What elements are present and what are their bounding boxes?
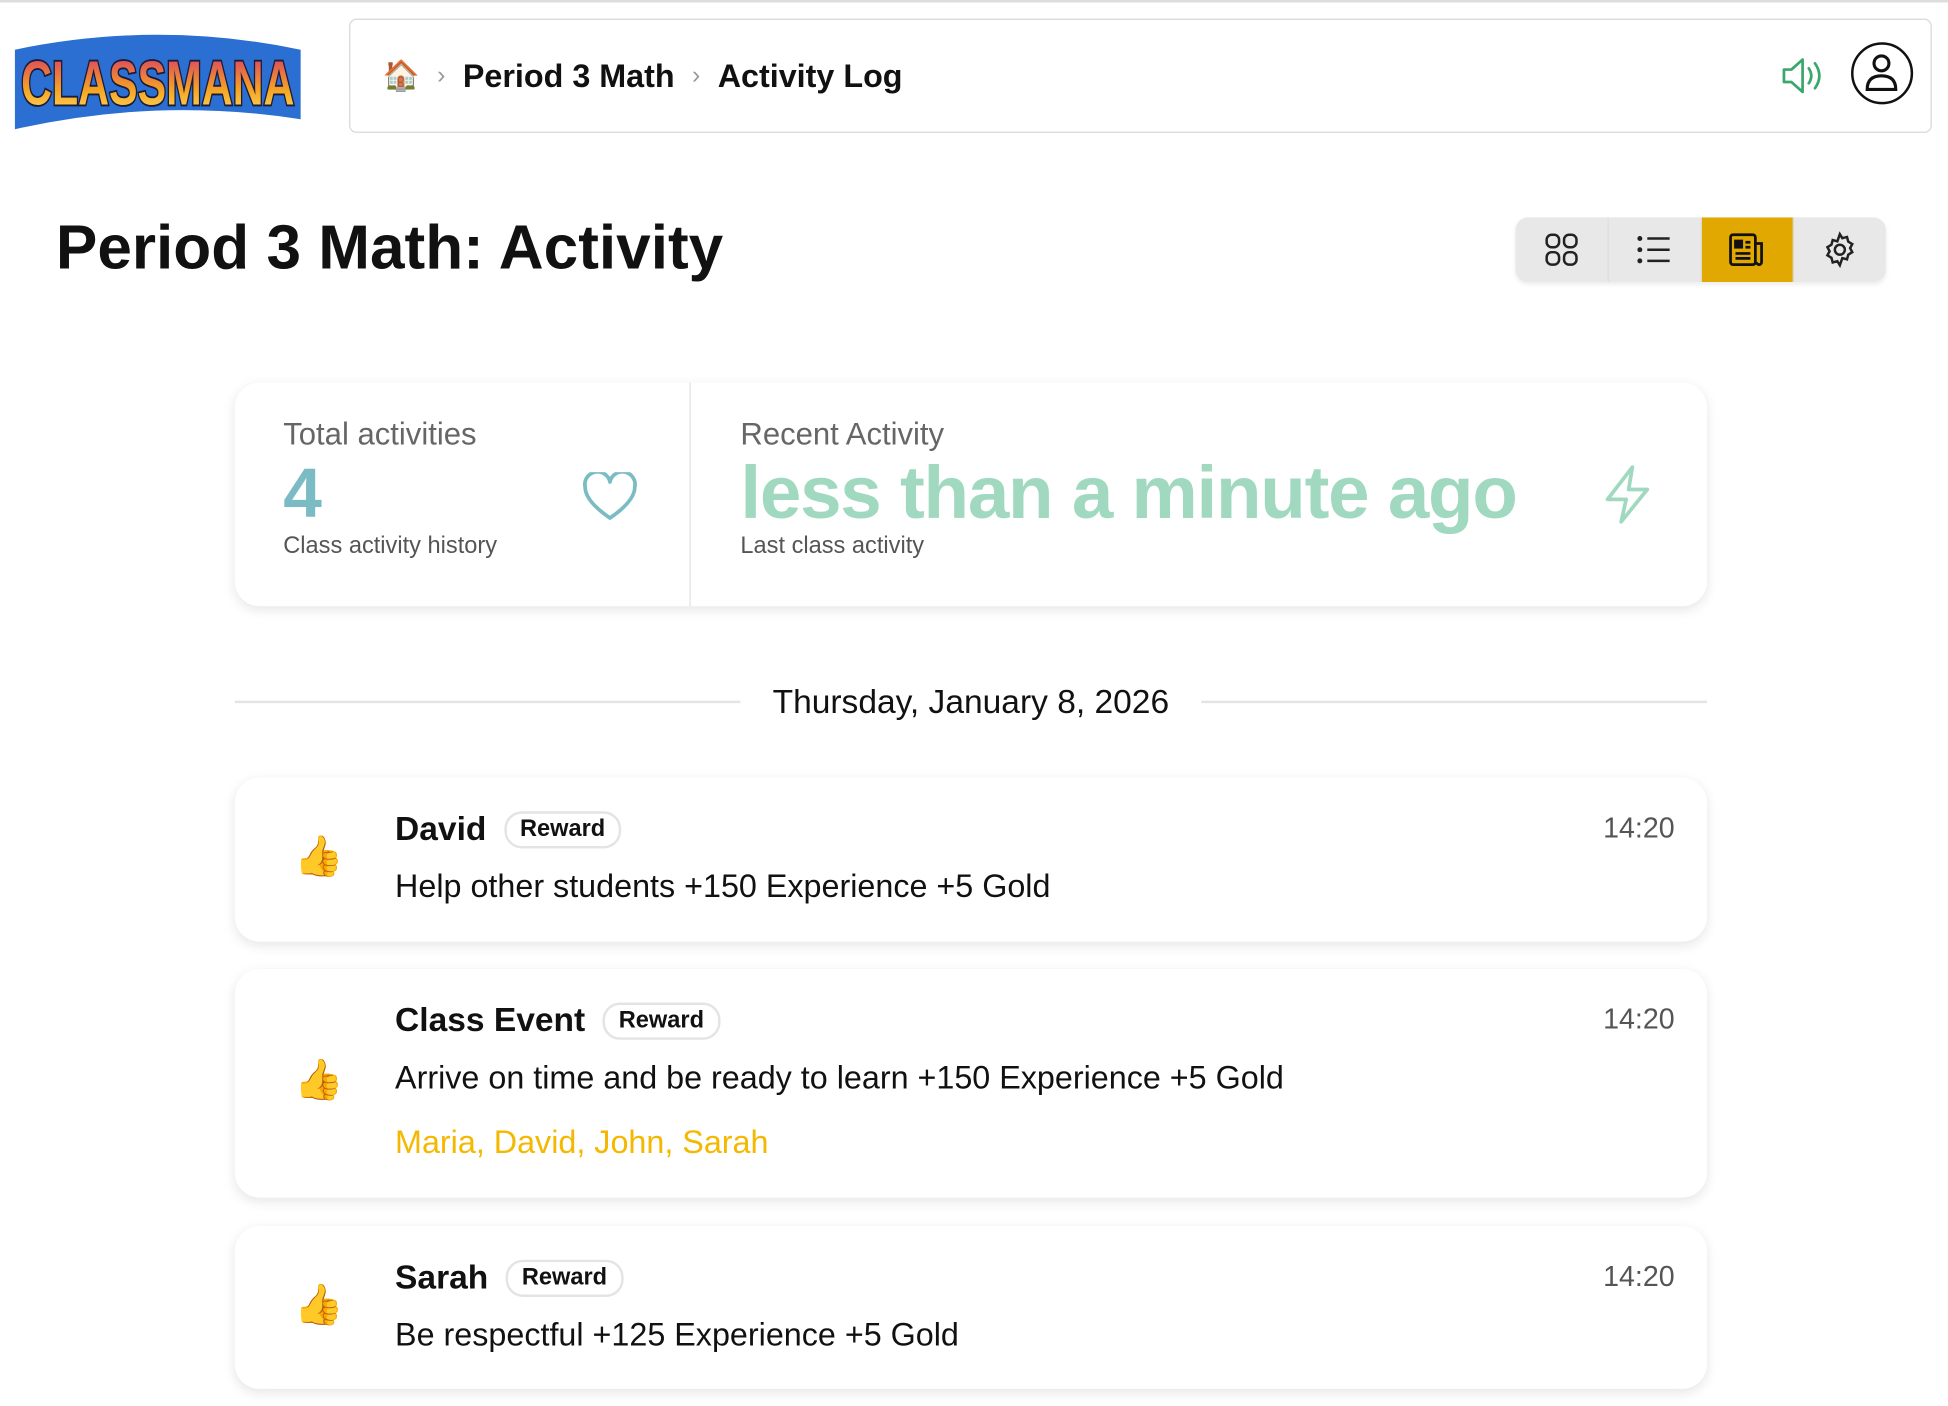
- breadcrumb: 🏠 › Period 3 Math › Activity Log: [383, 20, 903, 132]
- date-separator: Thursday, January 8, 2026: [234, 677, 1707, 727]
- activity-description: Arrive on time and be ready to learn +15…: [395, 1058, 1284, 1096]
- stat-value: 4: [283, 453, 322, 532]
- stat-label: Total activities: [283, 417, 477, 453]
- activity-view-button[interactable]: [1701, 217, 1795, 283]
- gear-icon: [1825, 231, 1855, 269]
- divider-line: [234, 700, 741, 704]
- thumbs-up-icon: 👍: [294, 1282, 344, 1327]
- heart-icon: [583, 472, 637, 520]
- activity-time: 14:20: [1603, 1002, 1675, 1035]
- thumbs-up-icon: 👍: [294, 1057, 344, 1102]
- header-bar: 🏠 › Period 3 Math › Activity Log: [349, 18, 1932, 133]
- recent-activity-stat: Recent Activity less than a minute ago L…: [740, 417, 1517, 560]
- list-view-button[interactable]: [1608, 217, 1702, 283]
- classmana-logo[interactable]: CLASSMANA: [10, 22, 306, 131]
- svg-text:CLASSMANA: CLASSMANA: [21, 49, 294, 118]
- activity-description: Be respectful +125 Experience +5 Gold: [395, 1315, 959, 1353]
- stat-subtitle: Class activity history: [283, 532, 498, 560]
- activity-item[interactable]: 👍 David Reward Help other students +150 …: [234, 777, 1707, 942]
- date-label: Thursday, January 8, 2026: [772, 682, 1170, 720]
- activity-name: Class Event: [395, 1001, 586, 1039]
- user-icon[interactable]: [1851, 42, 1914, 105]
- chevron-right-icon: ›: [437, 61, 446, 89]
- activity-item[interactable]: 👍 Class Event Reward Arrive on time and …: [234, 968, 1707, 1198]
- divider-line: [1201, 700, 1707, 704]
- activity-badge: Reward: [602, 1001, 721, 1040]
- grid-icon: [1545, 233, 1578, 266]
- thumbs-up-icon: 👍: [294, 833, 344, 879]
- activity-time: 14:20: [1603, 1259, 1675, 1292]
- activity-description: Help other students +150 Experience +5 G…: [395, 867, 1051, 905]
- home-icon[interactable]: 🏠: [382, 59, 420, 93]
- activity-item[interactable]: 👍 Sarah Reward Be respectful +125 Experi…: [234, 1226, 1707, 1389]
- chevron-right-icon: ›: [692, 61, 701, 89]
- total-activities-stat: Total activities 4 Class activity histor…: [283, 417, 497, 560]
- speaker-icon[interactable]: [1779, 55, 1826, 103]
- lightning-icon: [1605, 465, 1650, 524]
- settings-button[interactable]: [1794, 217, 1886, 282]
- activity-badge: Reward: [505, 1259, 624, 1297]
- activity-time: 14:20: [1603, 811, 1675, 844]
- stat-label: Recent Activity: [740, 417, 945, 453]
- breadcrumb-activity-log: Activity Log: [717, 56, 903, 94]
- top-border: [0, 0, 1948, 3]
- activity-students: Maria, David, John, Sarah: [395, 1123, 769, 1161]
- stat-subtitle: Last class activity: [740, 532, 925, 560]
- view-toggle: [1515, 217, 1886, 283]
- page-title: Period 3 Math: Activity: [55, 212, 724, 283]
- stats-card: Total activities 4 Class activity histor…: [234, 382, 1707, 607]
- activity-name: Sarah: [395, 1258, 489, 1296]
- stat-value: less than a minute ago: [740, 450, 1517, 535]
- newspaper-icon: [1729, 233, 1764, 266]
- grid-view-button[interactable]: [1516, 217, 1609, 283]
- list-icon: [1636, 236, 1670, 264]
- breadcrumb-period-3-math[interactable]: Period 3 Math: [462, 56, 675, 94]
- stats-divider: [689, 382, 691, 607]
- activity-badge: Reward: [503, 810, 622, 848]
- activity-name: David: [395, 809, 487, 848]
